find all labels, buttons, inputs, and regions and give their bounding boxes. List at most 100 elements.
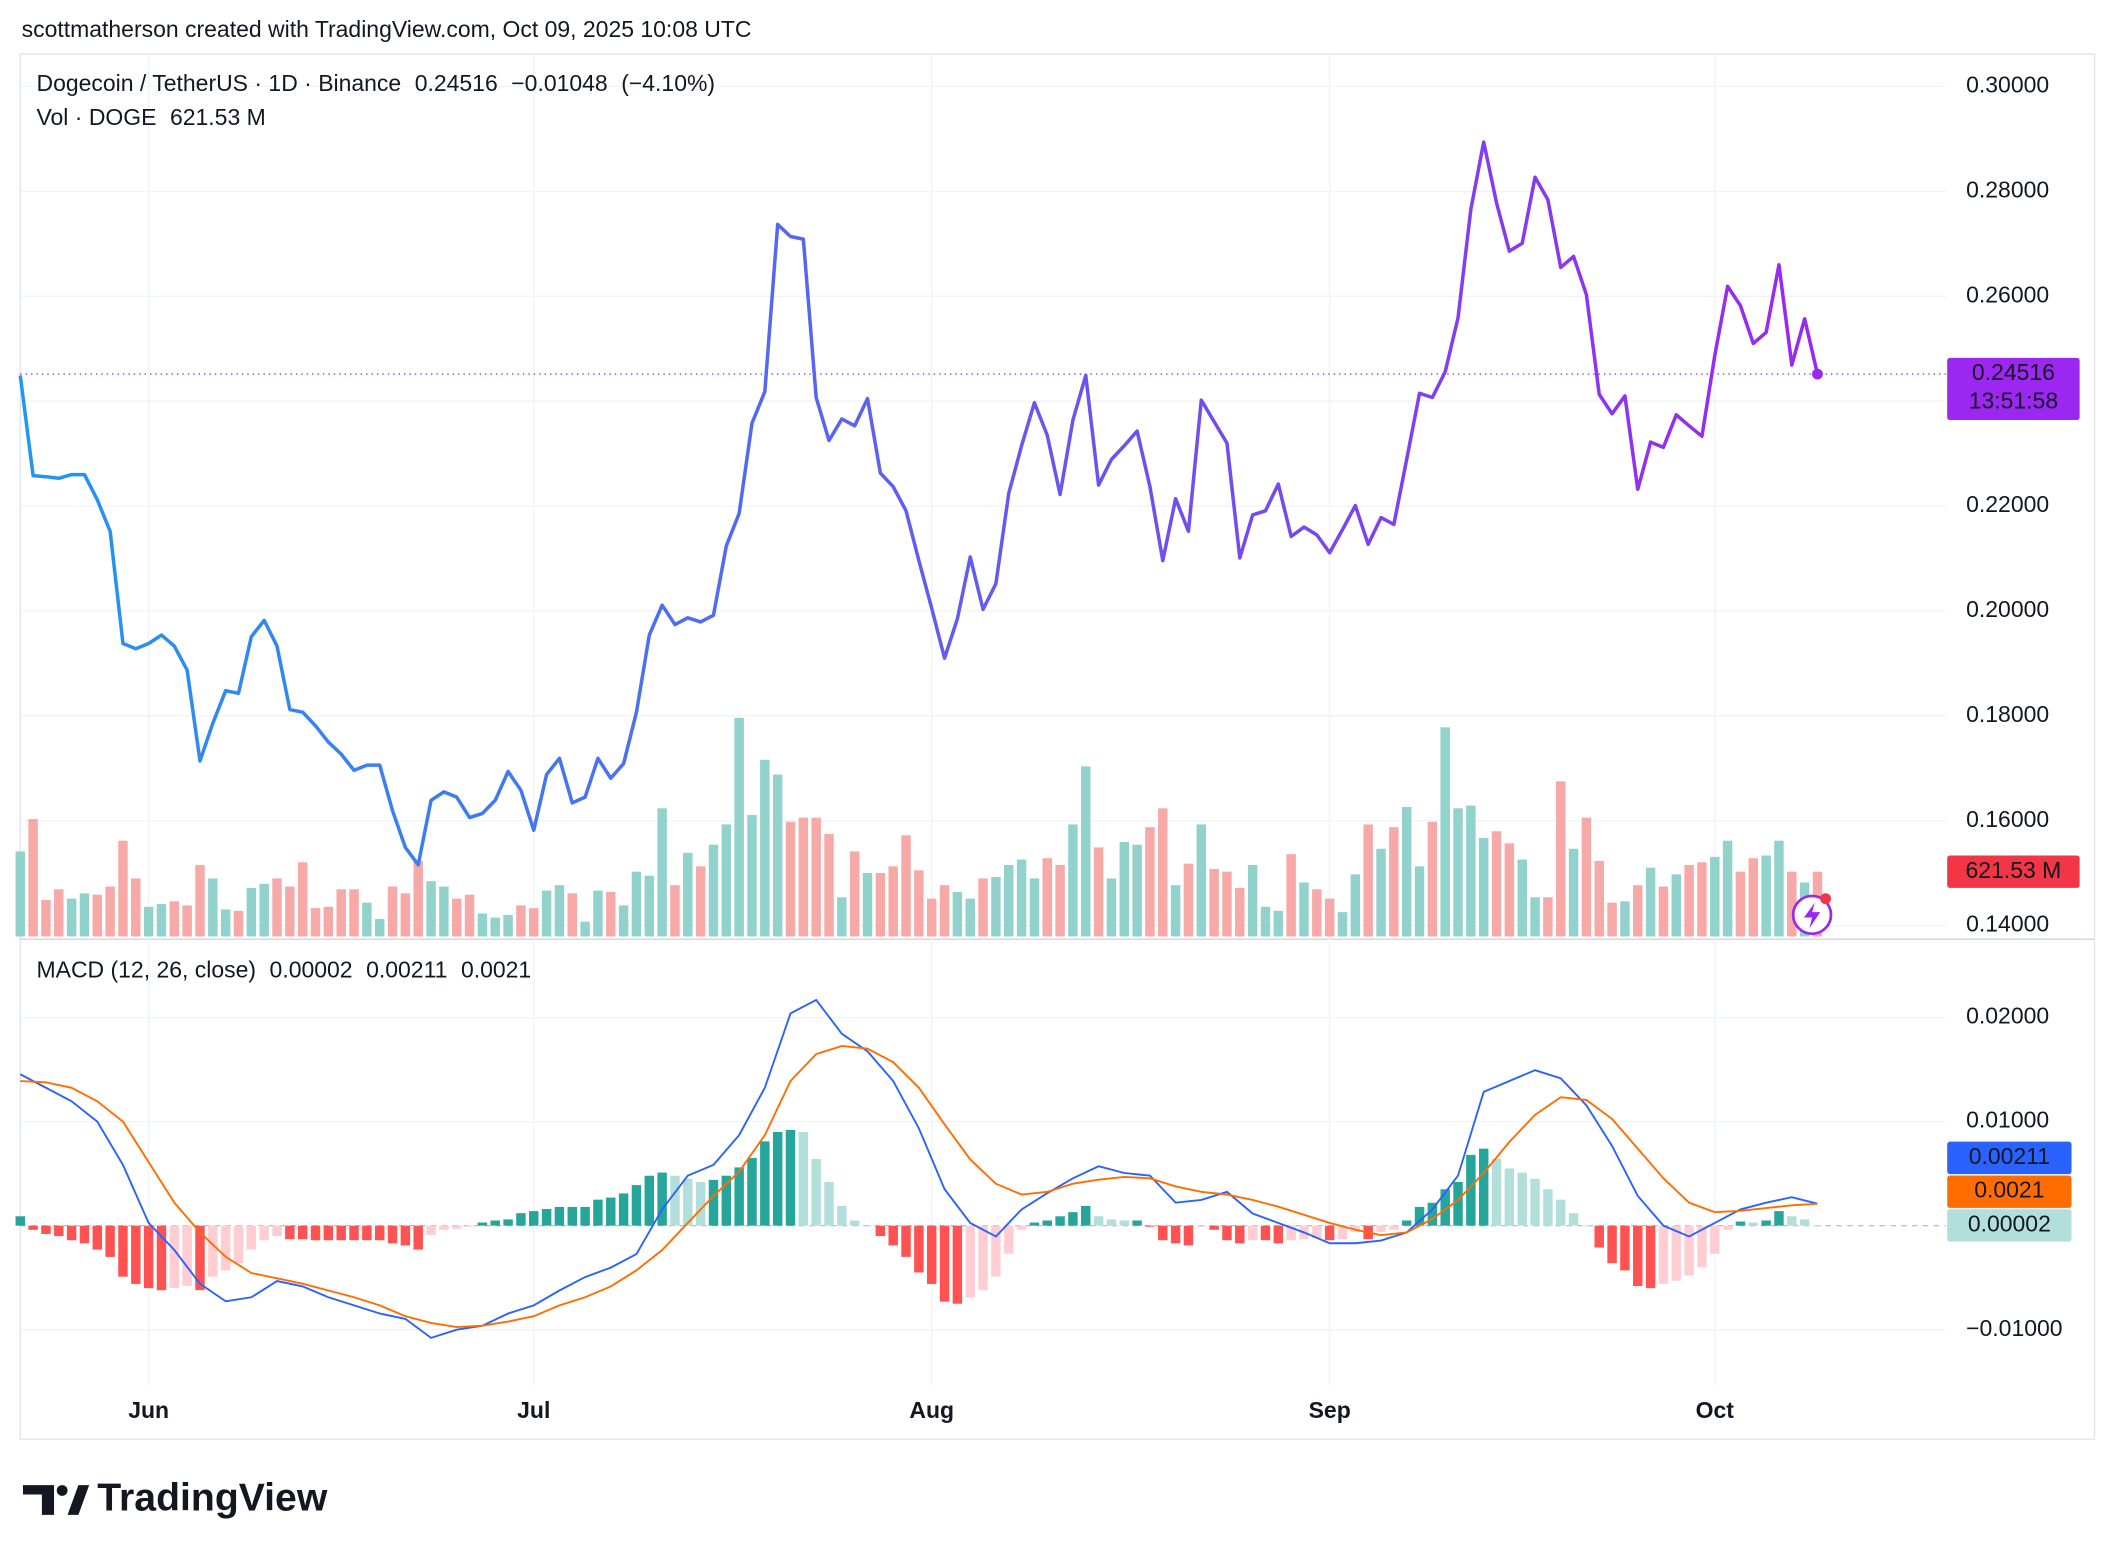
histogram-bar (1324, 1225, 1335, 1241)
histogram-bar (760, 1141, 770, 1226)
volume-bar (28, 819, 38, 937)
histogram-bar (991, 1225, 1001, 1277)
histogram-bar (1029, 1222, 1040, 1226)
y-tick-label: 0.14000 (1966, 911, 2049, 937)
histogram-bar (1491, 1159, 1502, 1226)
volume-bar (901, 835, 911, 937)
y-tick-label: 0.18000 (1966, 701, 2049, 727)
histogram-bar (15, 1216, 25, 1226)
histogram-bar (336, 1225, 346, 1241)
histogram-bar (541, 1209, 552, 1226)
volume-bar (490, 917, 500, 937)
volume-bar (143, 906, 154, 937)
volume-bar (79, 893, 90, 937)
volume-bar (529, 908, 539, 937)
histogram-bar (1119, 1220, 1129, 1226)
volume-bar (670, 885, 680, 937)
volume-bar (644, 875, 655, 937)
histogram-bar (156, 1225, 167, 1291)
volume-bar (721, 824, 732, 937)
legend-value: −0.01048 (511, 70, 607, 96)
volume-bar (580, 921, 590, 937)
volume-bar (208, 878, 218, 937)
volume-bar (1042, 858, 1052, 937)
histogram-bar (400, 1225, 411, 1246)
volume-bar (1145, 827, 1155, 937)
histogram-bar (644, 1175, 655, 1226)
volume-bar (169, 901, 180, 937)
macd-tag (1947, 1175, 2072, 1208)
y-tick-label: 0.28000 (1966, 176, 2049, 202)
histogram-bar (1312, 1225, 1322, 1239)
volume-bar (439, 886, 449, 937)
histogram-bar (118, 1225, 128, 1277)
volume-bar (1427, 821, 1438, 937)
volume-bar (1016, 859, 1027, 937)
volume-bar (1106, 878, 1117, 937)
volume-bar (400, 893, 411, 937)
volume-bar (1183, 863, 1194, 937)
histogram-bar (297, 1225, 308, 1240)
histogram-bar (413, 1225, 423, 1250)
volume-bar (991, 877, 1001, 937)
volume-tag-value: 621.53 M (1966, 857, 2062, 883)
macd-tag-value: 0.00002 (1968, 1211, 2051, 1237)
histogram-bar (1260, 1225, 1271, 1241)
histogram-bar (1209, 1225, 1219, 1230)
volume-bar (541, 890, 552, 937)
volume-bar (965, 898, 975, 937)
histogram-bar (1620, 1225, 1630, 1271)
volume-bar (1389, 827, 1399, 937)
histogram-bar (593, 1199, 603, 1226)
x-tick-label: Oct (1696, 1397, 1735, 1423)
alert-icon[interactable] (1791, 893, 1833, 936)
volume-bar (1607, 902, 1617, 937)
volume-bar (593, 890, 603, 937)
plot: 0.140000.160000.180000.200000.220000.240… (15, 54, 2080, 1423)
volume-bar (1222, 871, 1232, 937)
histogram-bar (875, 1225, 886, 1237)
histogram-bar (208, 1225, 218, 1277)
volume-bar (1543, 897, 1553, 937)
histogram-bar (1453, 1181, 1463, 1226)
histogram-bar (683, 1178, 693, 1226)
histogram-bar (516, 1213, 526, 1226)
volume-bar (1260, 906, 1271, 937)
volume-bar (1568, 848, 1579, 937)
histogram-bar (92, 1225, 103, 1250)
volume-bar (1055, 864, 1065, 937)
histogram-bar (426, 1225, 436, 1236)
histogram-bar (965, 1225, 975, 1298)
volume-bar (1170, 885, 1181, 937)
volume-bar (1645, 867, 1656, 937)
histogram-bar (1170, 1225, 1181, 1244)
volume-bar (747, 814, 757, 937)
volume-bar (1414, 866, 1425, 937)
histogram-bar (721, 1175, 732, 1226)
y-tick-label: 0.20000 (1966, 596, 2049, 622)
histogram-bar (849, 1220, 860, 1226)
histogram-bar (439, 1225, 449, 1230)
histogram-bar (195, 1225, 205, 1291)
logo-text: TradingView (97, 1476, 328, 1519)
volume-bar (1081, 766, 1091, 937)
histogram-bar (670, 1175, 680, 1226)
legend-title: MACD (12, 26, close) (36, 957, 256, 983)
histogram-bar (1106, 1219, 1117, 1226)
volume-bar (1684, 864, 1694, 937)
macd-tag (1947, 1141, 2072, 1175)
volume-bar (606, 891, 616, 937)
volume-bar (760, 759, 770, 937)
histogram-bar (1774, 1211, 1784, 1226)
volume-bar (554, 885, 565, 937)
histogram-bar (811, 1159, 821, 1226)
histogram-bar (606, 1197, 616, 1226)
histogram-bar (708, 1179, 719, 1226)
histogram-bar (1556, 1199, 1566, 1226)
volume-bar (272, 878, 282, 937)
histogram-bar (837, 1205, 847, 1226)
volume-bar (1273, 910, 1284, 937)
